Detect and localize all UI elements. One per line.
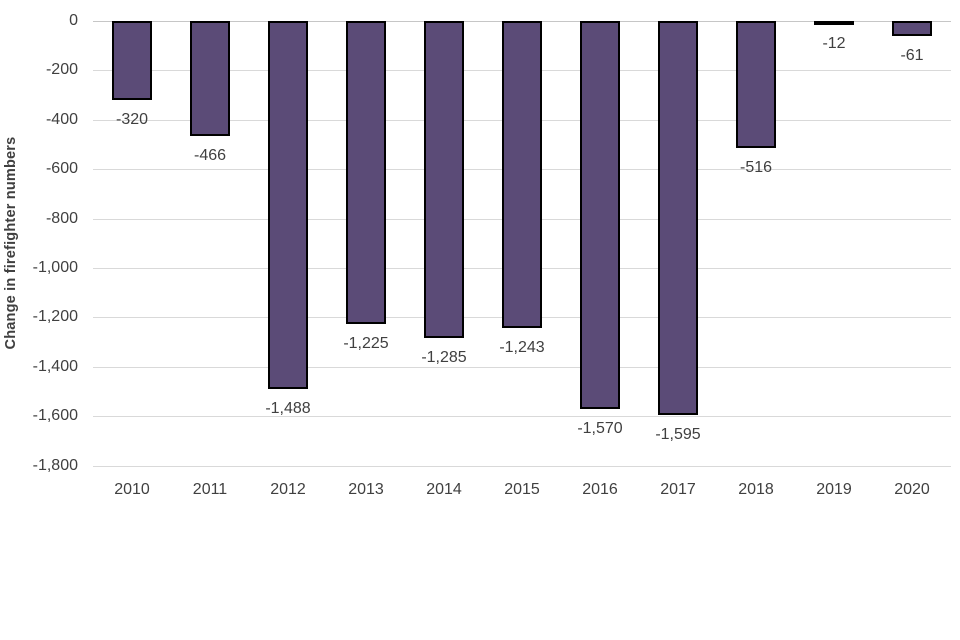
- data-label-2018: -516: [739, 159, 773, 177]
- bar-2018: [736, 21, 776, 149]
- bar-chart: Change in firefighter numbers 0 -200 -400 -…: [3, 12, 951, 498]
- data-label-2020: -61: [900, 47, 924, 65]
- gridline: [93, 465, 951, 467]
- gridline: [93, 366, 951, 368]
- bar-2010: [112, 21, 152, 101]
- data-label-2011: -466: [193, 147, 227, 165]
- data-label-2019: -12: [822, 35, 846, 52]
- bar-2017: [658, 21, 698, 415]
- x-tick-label-2019: 2019: [816, 481, 852, 498]
- y-tick-label: -600: [45, 160, 78, 178]
- data-label-2015: -1,243: [499, 339, 545, 357]
- y-axis-title: Change in firefighter numbers: [3, 136, 19, 350]
- bar-2011: [190, 21, 230, 137]
- y-tick-label: -1,600: [32, 407, 78, 425]
- bar-2020: [892, 21, 932, 37]
- x-tick-label-2015: 2015: [504, 481, 540, 498]
- x-tick-label-2011: 2011: [192, 481, 228, 498]
- x-tick-label-2017: 2017: [660, 481, 696, 498]
- y-tick-label: -1,800: [32, 456, 78, 474]
- y-tick-label: -800: [45, 209, 78, 227]
- gridline: [93, 416, 951, 418]
- bar-2014: [424, 21, 464, 339]
- bar-2012: [268, 21, 308, 389]
- bar-2013: [346, 21, 386, 324]
- y-tick-label: -400: [45, 110, 78, 128]
- y-tick-label: -1,400: [32, 357, 78, 375]
- x-tick-label-2013: 2013: [348, 481, 384, 498]
- x-tick-label-2012: 2012: [270, 481, 306, 498]
- bar-2019: [814, 21, 854, 25]
- data-label-2017: -1,595: [655, 425, 701, 443]
- x-tick-label-2020: 2020: [894, 481, 930, 498]
- x-tick-label-2014: 2014: [426, 481, 462, 498]
- y-tick-label: 0: [69, 12, 78, 29]
- data-label-2016: -1,570: [577, 419, 623, 437]
- bar-2016: [580, 21, 620, 409]
- bar-2015: [502, 21, 542, 329]
- y-tick-label: -1,000: [32, 259, 78, 276]
- data-label-2012: -1,488: [265, 399, 311, 417]
- data-label-2010: -320: [115, 111, 149, 129]
- data-label-2014: -1,285: [421, 349, 467, 367]
- data-label-2013: -1,225: [343, 334, 389, 352]
- y-tick-label: -200: [45, 61, 78, 79]
- x-tick-label-2010: 2010: [114, 481, 150, 498]
- x-tick-label-2018: 2018: [738, 481, 774, 498]
- x-tick-label-2016: 2016: [582, 481, 618, 498]
- y-tick-label: -1,200: [32, 308, 78, 326]
